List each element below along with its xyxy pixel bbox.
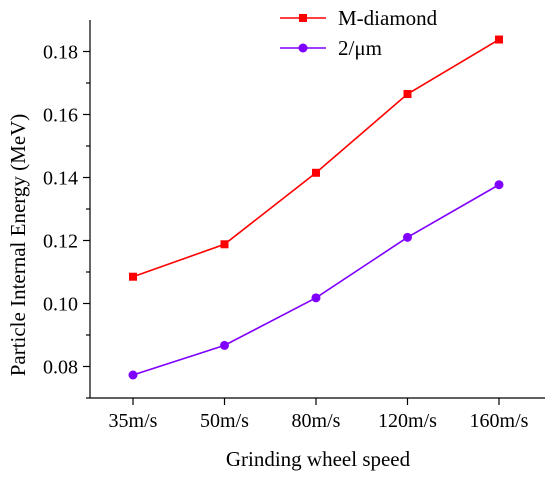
data-point bbox=[494, 180, 504, 190]
series-line bbox=[132, 184, 500, 376]
legend-marker bbox=[299, 14, 307, 22]
data-point bbox=[403, 90, 412, 99]
x-axis-title: Grinding wheel speed bbox=[226, 447, 411, 471]
series-line bbox=[132, 38, 500, 278]
data-point bbox=[312, 168, 320, 177]
axes bbox=[89, 20, 545, 399]
y-tick-label: 0.18 bbox=[43, 42, 78, 64]
data-point bbox=[403, 232, 412, 242]
data-point bbox=[129, 272, 137, 281]
data-point bbox=[128, 370, 138, 380]
y-tick-label: 0.10 bbox=[43, 294, 78, 316]
legend-label: M-diamond bbox=[338, 6, 438, 30]
series-2 bbox=[128, 180, 504, 380]
legend: M-diamond 2/μm bbox=[280, 6, 438, 60]
legend-marker bbox=[298, 43, 308, 53]
x-tick-label: 35m/s bbox=[109, 410, 158, 432]
data-point bbox=[495, 35, 503, 44]
series-1 bbox=[129, 35, 503, 281]
x-tick-label: 80m/s bbox=[292, 410, 341, 432]
y-tick-label: 0.08 bbox=[43, 357, 78, 379]
series-layer bbox=[128, 35, 504, 380]
legend-label: 2/μm bbox=[338, 36, 382, 60]
y-tick-label: 0.14 bbox=[43, 168, 78, 190]
data-point bbox=[220, 240, 229, 249]
x-tick-label: 160m/s bbox=[470, 410, 529, 432]
legend-item: 2/μm bbox=[280, 36, 382, 60]
x-axis-ticks: 35m/s 50m/s 80m/s 120m/s 160m/s bbox=[109, 398, 529, 432]
data-point bbox=[220, 340, 229, 350]
x-tick-label: 120m/s bbox=[378, 410, 437, 432]
y-axis-title: Particle Internal Energy (MeV) bbox=[6, 114, 30, 377]
y-tick-label: 0.12 bbox=[43, 231, 78, 253]
data-point bbox=[311, 293, 321, 303]
y-tick-label: 0.16 bbox=[43, 105, 78, 127]
legend-item: M-diamond bbox=[280, 6, 438, 30]
y-axis-ticks: 0.08 0.10 0.12 0.14 0.16 0.18 bbox=[43, 42, 90, 399]
x-tick-label: 50m/s bbox=[200, 410, 249, 432]
